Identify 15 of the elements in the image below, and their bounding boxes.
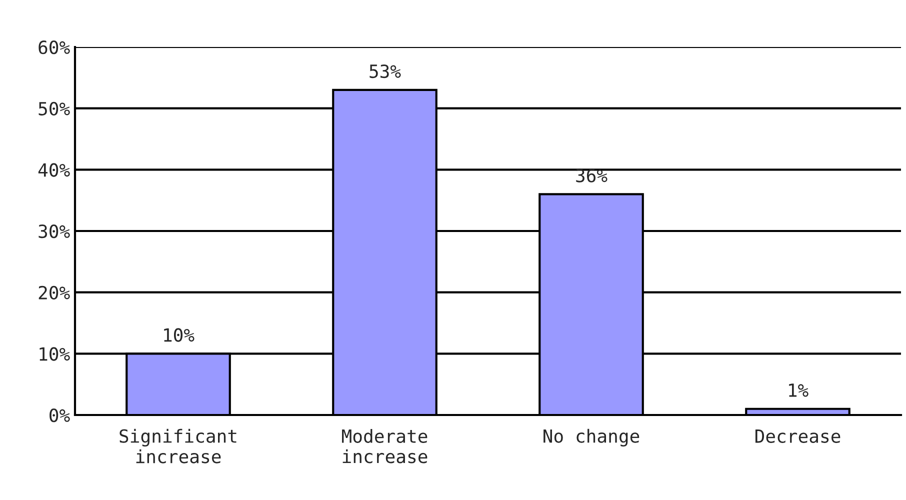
y-tick-label: 30%: [38, 224, 70, 238]
data-label: 1%: [789, 384, 808, 397]
data-label: 10%: [164, 328, 194, 342]
y-tick-label: 10%: [40, 347, 70, 361]
y-tick-label: 20%: [38, 286, 70, 300]
x-tick-label: Decrease: [755, 430, 840, 443]
y-tick-label: 50%: [38, 102, 70, 116]
y-tick-label: 40%: [38, 163, 70, 177]
x-tick-label: Moderate increase: [342, 428, 428, 464]
x-tick-label: No change: [544, 428, 640, 446]
data-label: 53%: [370, 64, 401, 78]
x-tick-label: Significant increase: [120, 428, 236, 464]
data-label: 36%: [576, 168, 608, 182]
y-tick-label: 0%: [50, 408, 70, 422]
y-tick-label: 60%: [38, 40, 70, 54]
